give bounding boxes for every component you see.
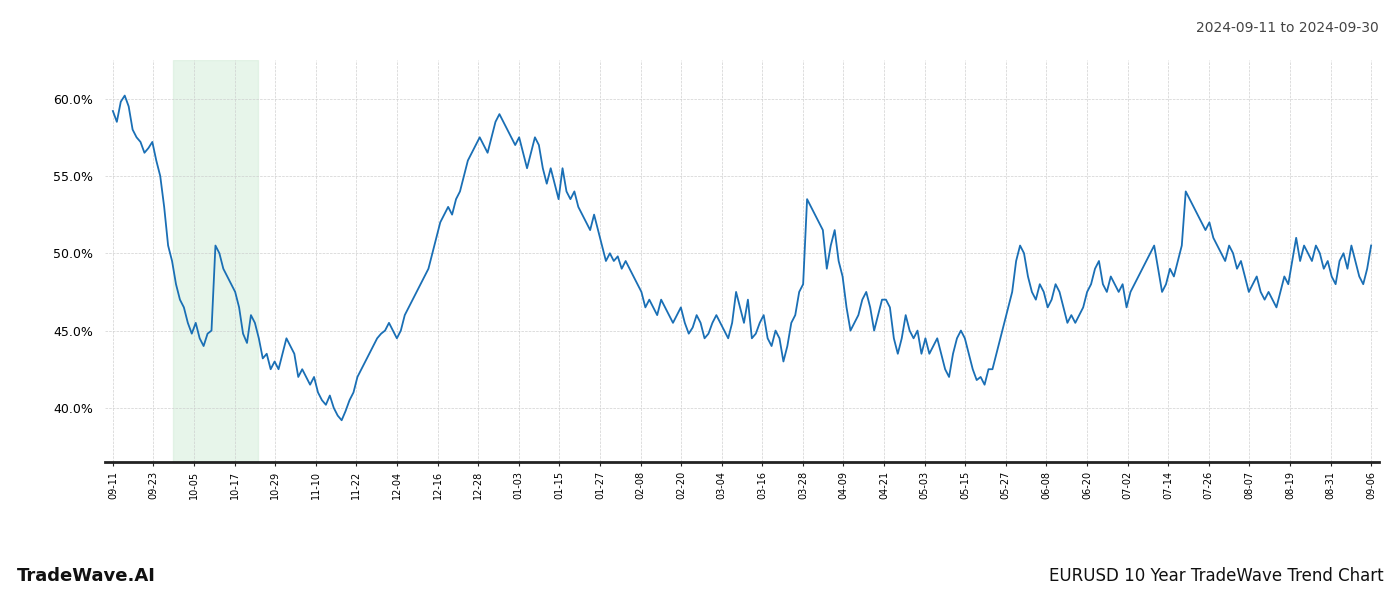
Text: TradeWave.AI: TradeWave.AI bbox=[17, 567, 155, 585]
Text: EURUSD 10 Year TradeWave Trend Chart: EURUSD 10 Year TradeWave Trend Chart bbox=[1049, 567, 1383, 585]
Text: 2024-09-11 to 2024-09-30: 2024-09-11 to 2024-09-30 bbox=[1196, 21, 1379, 35]
Bar bbox=[174, 60, 258, 462]
